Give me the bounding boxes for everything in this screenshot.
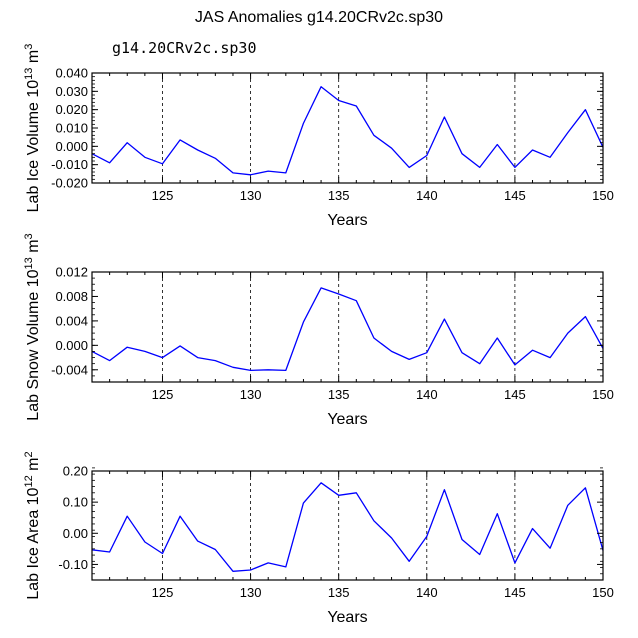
chart-panels: 125 130 135 140 145 150 -0.020 -0.010 0.000 0.010… xyxy=(23,44,614,626)
x-tick-label: 140 xyxy=(416,585,438,600)
x-axis-title: Years xyxy=(327,411,367,428)
x-axis-title: Years xyxy=(327,609,367,626)
y-axis-title-unit: m xyxy=(25,50,42,68)
y-axis-title-unit: m xyxy=(25,239,42,257)
plot-frame xyxy=(91,72,604,184)
series-line xyxy=(91,482,604,572)
chart-panel-3: 125 130 135 140 145 150 -0.10 0.00 0.10 0.20 Years… xyxy=(23,451,614,626)
x-tick-label: 150 xyxy=(592,387,614,402)
y-tick-label: 0.010 xyxy=(55,121,88,136)
y-tick-label: 0.012 xyxy=(55,265,88,280)
y-tick-label: 0.004 xyxy=(55,313,88,328)
y-axis-title-unit-exponent: 2 xyxy=(23,451,35,457)
y-tick-label: 0.040 xyxy=(55,66,88,81)
y-tick-label: 0.000 xyxy=(55,338,88,353)
x-tick-label: 135 xyxy=(328,585,350,600)
y-axis-title-exponent: 13 xyxy=(23,257,35,269)
y-tick-label: 0.030 xyxy=(55,84,88,99)
x-tick-label: 145 xyxy=(504,188,526,203)
plot-frame xyxy=(91,470,604,581)
y-tick-label: -0.004 xyxy=(51,362,88,377)
y-axis-title-text: Lab Snow Volume 10 xyxy=(25,269,42,420)
x-axis-title: Years xyxy=(327,212,367,229)
y-axis-title: Lab Ice Area 1012 m2 xyxy=(23,451,42,599)
x-tick-label: 150 xyxy=(592,188,614,203)
x-tick-label: 125 xyxy=(152,585,174,600)
x-tick-label: 150 xyxy=(592,585,614,600)
x-tick-label: 140 xyxy=(416,188,438,203)
chart-panel-1: 125 130 135 140 145 150 -0.020 -0.010 0.000 0.010… xyxy=(23,44,614,229)
x-tick-label: 145 xyxy=(504,585,526,600)
y-axis-title-unit-exponent: 3 xyxy=(23,233,35,239)
y-axis-title: Lab Ice Volume 1013 m3 xyxy=(23,44,42,213)
x-tick-label: 140 xyxy=(416,387,438,402)
y-tick-label: 0.10 xyxy=(63,495,88,510)
y-tick-label: 0.008 xyxy=(55,289,88,304)
series-line xyxy=(91,86,604,176)
figure-title: JAS Anomalies g14.20CRv2c.sp30 xyxy=(195,9,443,26)
y-axis-title-unit-exponent: 3 xyxy=(23,44,35,50)
plot-frame xyxy=(91,271,604,383)
x-tick-label: 135 xyxy=(328,188,350,203)
x-tick-label: 135 xyxy=(328,387,350,402)
y-tick-label: 0.20 xyxy=(63,464,88,479)
x-tick-label: 130 xyxy=(240,188,262,203)
x-tick-label: 130 xyxy=(240,387,262,402)
y-axis-title-text: Lab Ice Volume 10 xyxy=(25,80,42,213)
x-tick-label: 130 xyxy=(240,585,262,600)
y-axis-title: Lab Snow Volume 1013 m3 xyxy=(23,233,42,420)
y-axis-title-exponent: 12 xyxy=(23,475,35,487)
x-tick-label: 125 xyxy=(152,387,174,402)
y-tick-label: -0.020 xyxy=(51,176,88,191)
chart-panel-2: 125 130 135 140 145 150 -0.004 0.000 0.004 0.008 0… xyxy=(23,233,614,428)
x-tick-label: 125 xyxy=(152,188,174,203)
y-tick-label: -0.010 xyxy=(51,157,88,172)
y-tick-label: 0.000 xyxy=(55,139,88,154)
series-line xyxy=(91,287,604,372)
x-tick-label: 145 xyxy=(504,387,526,402)
y-tick-label: 0.020 xyxy=(55,102,88,117)
y-axis-title-text: Lab Ice Area 10 xyxy=(25,487,42,599)
y-axis-title-exponent: 13 xyxy=(23,68,35,80)
y-tick-label: 0.00 xyxy=(63,526,88,541)
y-axis-title-unit: m xyxy=(25,458,42,476)
y-tick-label: -0.10 xyxy=(58,557,88,572)
legend-series-label: g14.20CRv2c.sp30 xyxy=(112,39,257,57)
